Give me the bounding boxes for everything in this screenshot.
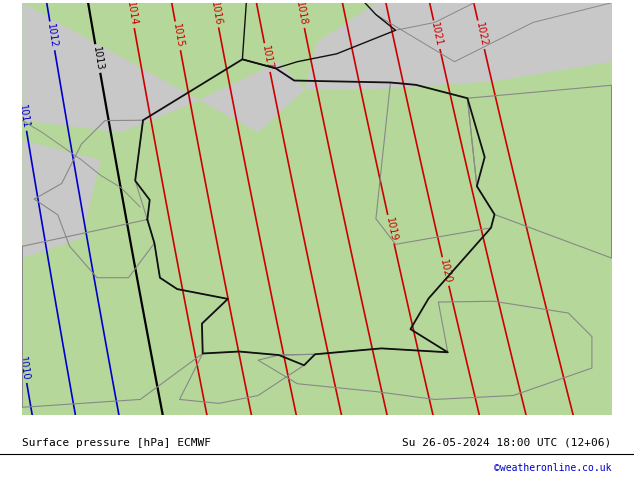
Text: 1012: 1012 — [46, 23, 59, 49]
Text: 1020: 1020 — [438, 258, 453, 285]
Text: 1019: 1019 — [384, 216, 398, 242]
Text: 1017: 1017 — [260, 45, 275, 71]
Text: 1010: 1010 — [18, 356, 31, 382]
Text: 1016: 1016 — [209, 0, 223, 26]
Text: 1015: 1015 — [171, 23, 184, 49]
Text: 1011: 1011 — [17, 103, 31, 129]
Text: 1021: 1021 — [429, 22, 444, 48]
Text: 1018: 1018 — [294, 1, 309, 27]
Text: ©weatheronline.co.uk: ©weatheronline.co.uk — [494, 463, 612, 472]
Polygon shape — [22, 140, 101, 258]
Text: Surface pressure [hPa] ECMWF: Surface pressure [hPa] ECMWF — [22, 438, 212, 448]
Text: 1013: 1013 — [91, 46, 105, 72]
Text: 1014: 1014 — [125, 1, 139, 26]
Text: 1022: 1022 — [474, 22, 489, 48]
Polygon shape — [22, 3, 612, 415]
Polygon shape — [22, 3, 305, 132]
Text: Su 26-05-2024 18:00 UTC (12+06): Su 26-05-2024 18:00 UTC (12+06) — [403, 438, 612, 448]
Polygon shape — [305, 3, 612, 89]
